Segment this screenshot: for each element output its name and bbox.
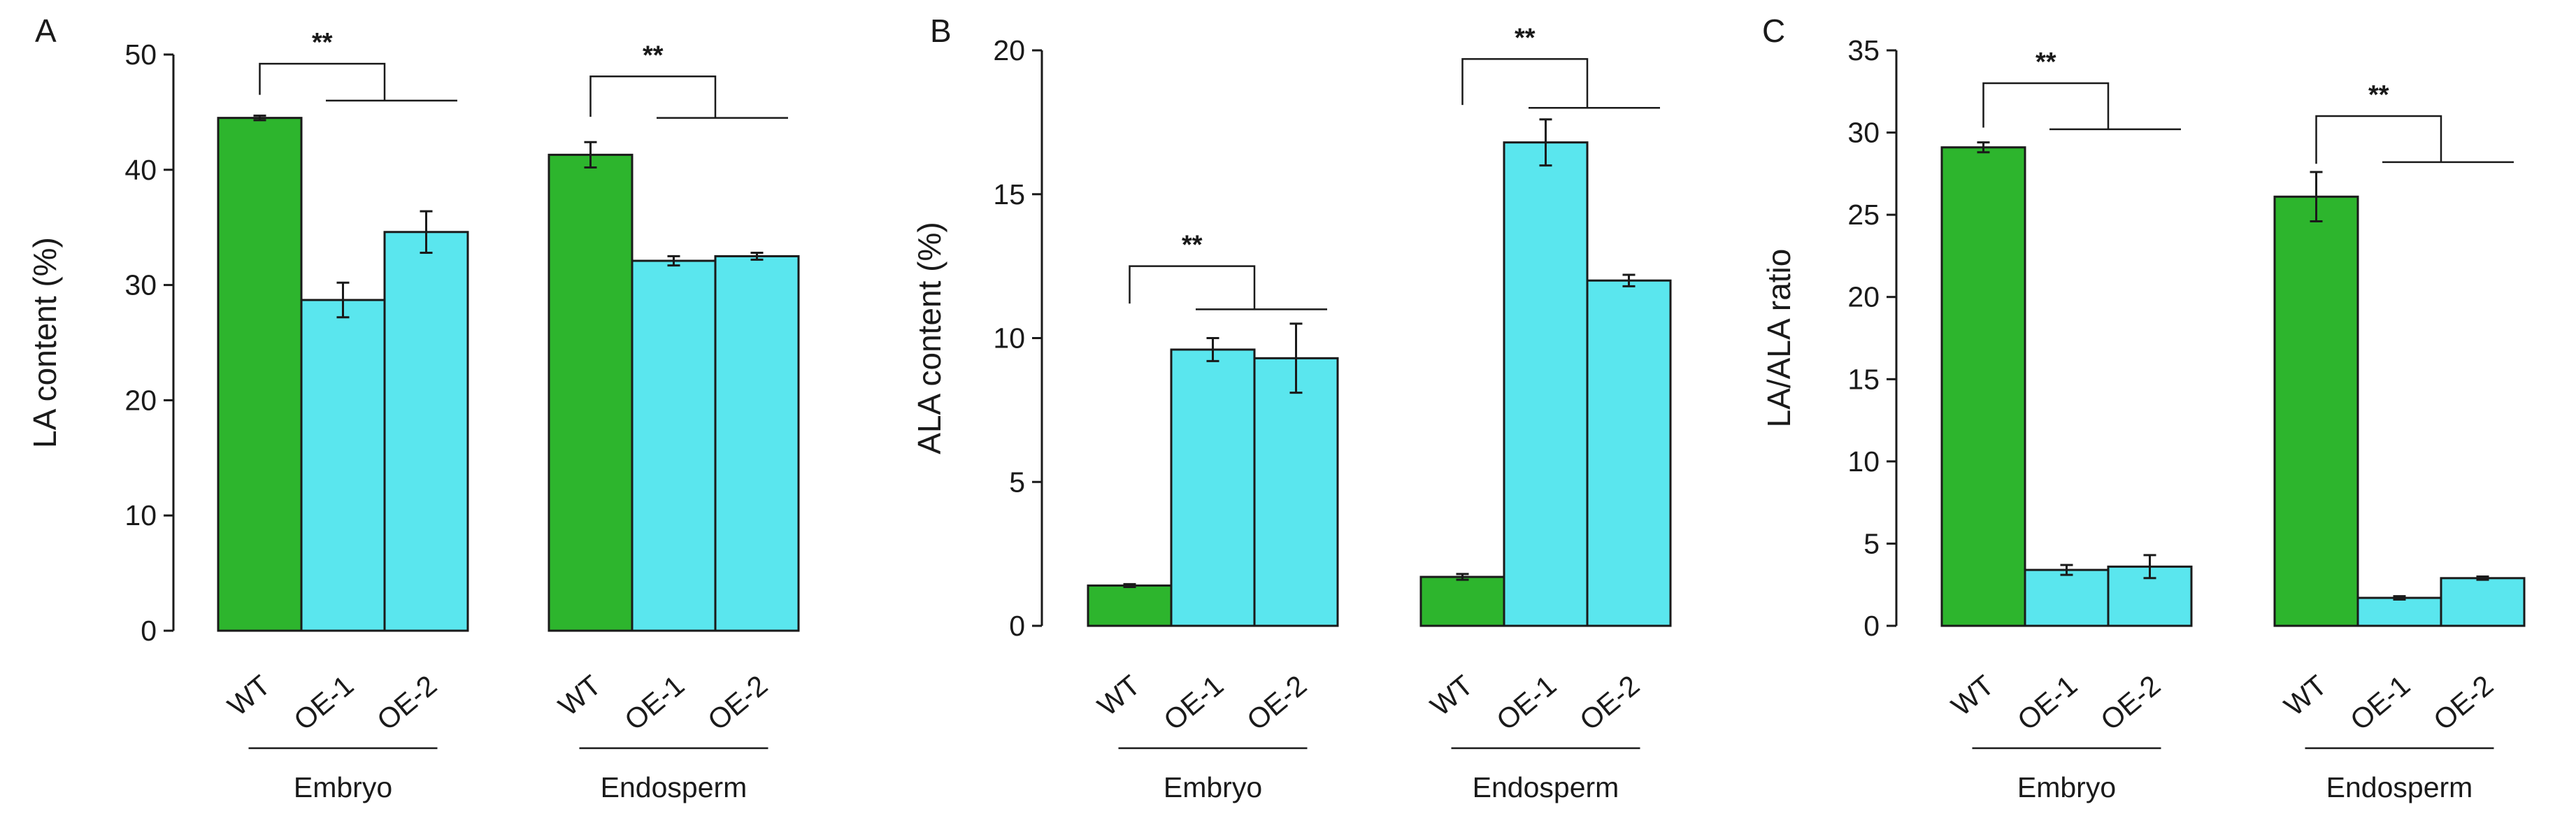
panel-a-significance-label: ** xyxy=(312,28,333,57)
panel-b-bar-embryo-wt xyxy=(1087,584,1173,627)
panel-b-y-axis-label: ALA content (%) xyxy=(911,222,947,454)
panel-a-category-label: WT xyxy=(552,669,607,722)
panel-c-y-tick-label: 30 xyxy=(1847,117,1880,149)
panel-c-letter: C xyxy=(1762,13,1785,49)
panel-a-bar-endosperm-wt xyxy=(548,153,634,632)
panel-c-category-label: OE-2 xyxy=(2094,669,2166,737)
panel-b-significance-label: ** xyxy=(1182,231,1203,260)
panel-a-bar-embryo-oe-1 xyxy=(300,299,386,632)
panel-a-category-label: OE-1 xyxy=(287,669,359,737)
panel-c-significance-bracket xyxy=(1982,82,2110,129)
panel-a-significance-label: ** xyxy=(643,41,664,70)
panel-c-y-tick-label: 25 xyxy=(1847,199,1880,231)
panel-c-y-tick-label: 35 xyxy=(1847,34,1880,66)
panel-b-y-tick-label: 0 xyxy=(1009,610,1025,642)
panel-c-group-label-embryo: Embryo xyxy=(2017,771,2116,803)
panel-c-bar-endosperm-oe-1 xyxy=(2356,596,2442,627)
panel-b-y-tick-label: 15 xyxy=(993,178,1025,210)
panel-b-group-label-endosperm: Endosperm xyxy=(1473,771,1619,803)
panel-a-group-label-embryo: Embryo xyxy=(294,771,392,803)
panel-b-letter: B xyxy=(930,13,952,49)
panel-a-category-label: WT xyxy=(222,669,276,722)
panel-a-category-label: OE-1 xyxy=(618,669,690,737)
panel-b-category-label: OE-1 xyxy=(1157,669,1229,737)
panel-c-category-label: OE-1 xyxy=(2011,669,2083,737)
panel-c-category-label: WT xyxy=(1945,669,2000,722)
panel-c-y-axis-label: LA/ALA ratio xyxy=(1761,249,1797,428)
panel-a-bar-endosperm-oe-1 xyxy=(631,259,717,632)
panel-c-group-label-endosperm: Endosperm xyxy=(2326,771,2473,803)
panel-c-category-label: WT xyxy=(2278,669,2333,722)
panel-a-y-tick-label: 50 xyxy=(124,38,157,71)
panel-b-bar-endosperm-oe-1 xyxy=(1503,141,1589,627)
panel-b-bar-embryo-oe-1 xyxy=(1170,348,1256,627)
panel-a-bar-endosperm-oe-2 xyxy=(714,255,800,632)
panel-c-significance-label: ** xyxy=(2035,48,2056,77)
panel-c-bar-embryo-wt xyxy=(1940,146,2026,627)
panel-b-category-label: WT xyxy=(1424,669,1479,722)
panel-c-y-tick-label: 5 xyxy=(1863,527,1880,559)
panel-a-bar-embryo-wt xyxy=(217,117,303,632)
panel-b-group-label-embryo: Embryo xyxy=(1164,771,1262,803)
panel-b-y-tick-label: 10 xyxy=(993,322,1025,355)
panel-a-group-label-endosperm: Endosperm xyxy=(601,771,747,803)
panel-c-y-tick-label: 10 xyxy=(1847,445,1880,478)
panel-b-bar-endosperm-wt xyxy=(1419,575,1505,627)
panel-b-significance-bracket xyxy=(1129,265,1256,310)
panel-a-category-label: OE-2 xyxy=(371,669,443,737)
panel-b-significance-label: ** xyxy=(1515,23,1536,52)
panel-a-y-axis-label: LA content (%) xyxy=(27,237,63,448)
panel-b-y-tick-label: 20 xyxy=(993,34,1025,66)
panel-a-y-tick-label: 30 xyxy=(124,269,157,301)
panel-c-bar-endosperm-wt xyxy=(2273,195,2359,627)
panel-b-y-tick-label: 5 xyxy=(1009,466,1025,498)
panel-a-significance-bracket xyxy=(259,62,386,101)
panel-b-category-label: OE-2 xyxy=(1573,669,1645,737)
panel-c-significance-bracket xyxy=(2315,115,2442,164)
panel-c-bar-endosperm-oe-2 xyxy=(2440,577,2526,627)
panel-b-significance-bracket xyxy=(1461,58,1589,108)
panel-a-y-tick-label: 40 xyxy=(124,154,157,186)
panel-c-category-label: OE-1 xyxy=(2344,669,2416,737)
panel-b-category-label: WT xyxy=(1092,669,1146,722)
panel-a-bar-embryo-oe-2 xyxy=(383,231,469,632)
panel-a-letter: A xyxy=(35,13,57,49)
panel-a-category-label: OE-2 xyxy=(701,669,773,737)
panel-c-bar-embryo-oe-1 xyxy=(2024,568,2110,627)
panel-a-y-tick-label: 10 xyxy=(124,499,157,531)
panel-b-category-label: OE-2 xyxy=(1240,669,1312,737)
panel-a-significance-bracket xyxy=(589,76,717,118)
panel-c-category-label: OE-2 xyxy=(2427,669,2499,737)
panel-a-y-tick-label: 20 xyxy=(124,384,157,416)
panel-b-bar-embryo-oe-2 xyxy=(1253,357,1339,627)
panel-a-y-tick-label: 0 xyxy=(141,615,157,647)
panel-c-y-tick-label: 0 xyxy=(1863,610,1880,642)
panel-b-category-label: OE-1 xyxy=(1490,669,1562,737)
panel-c-y-tick-label: 20 xyxy=(1847,281,1880,313)
panel-b-bar-endosperm-oe-2 xyxy=(1586,279,1672,627)
panel-c-y-tick-label: 15 xyxy=(1847,363,1880,395)
panel-c-significance-label: ** xyxy=(2368,80,2389,110)
